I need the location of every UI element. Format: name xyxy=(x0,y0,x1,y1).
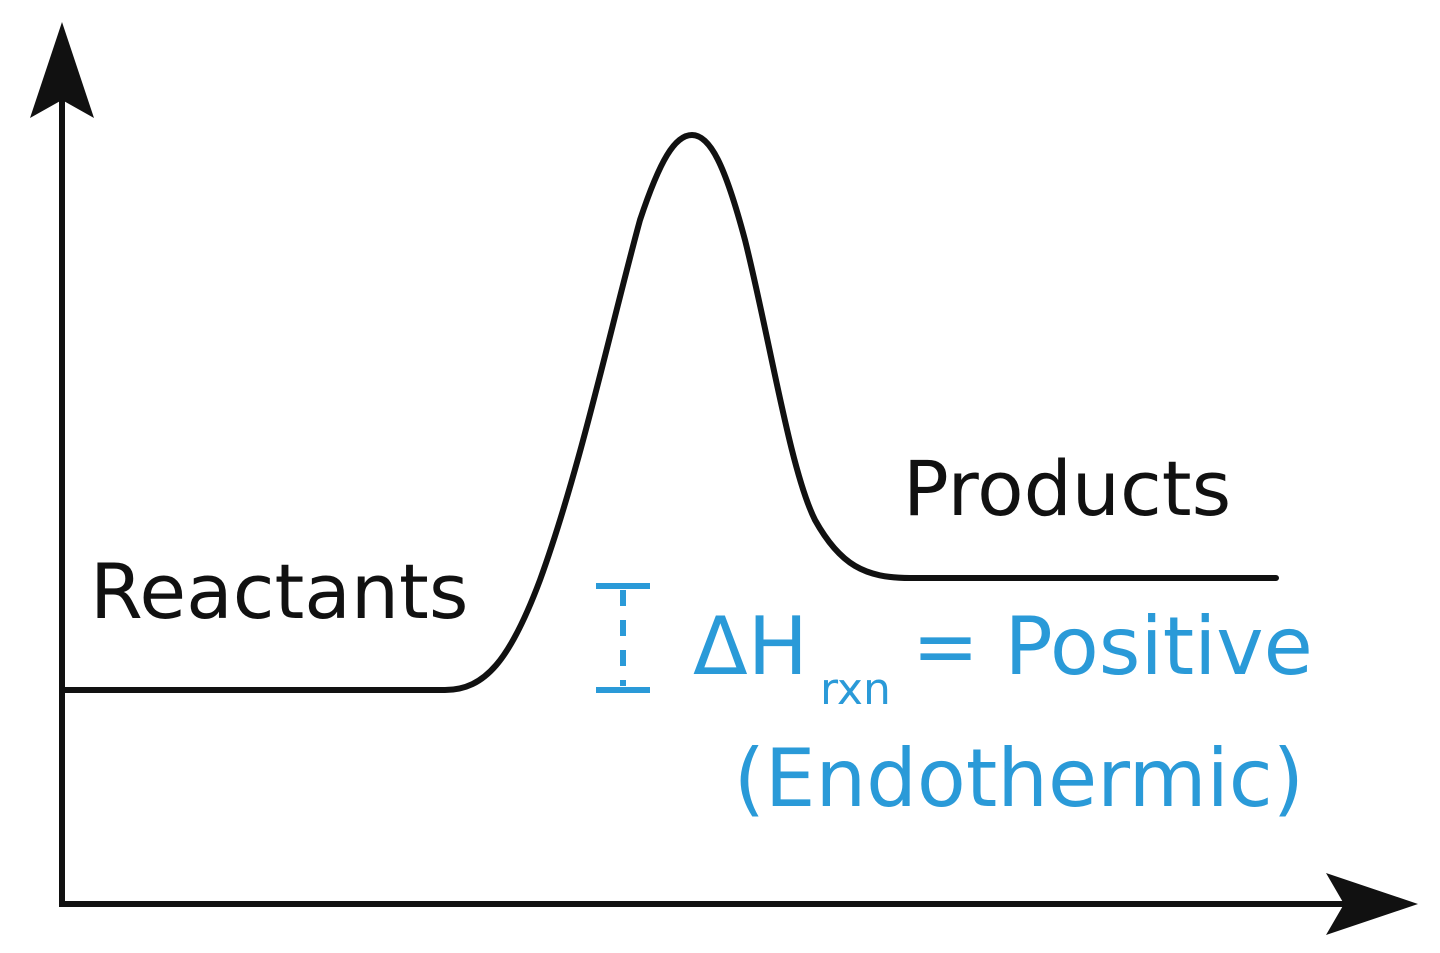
x-axis-arrowhead xyxy=(1326,873,1418,935)
axes xyxy=(30,22,1418,935)
products-label: Products xyxy=(903,444,1231,533)
delta-h-symbol: ΔH xyxy=(693,600,808,693)
y-axis-arrowhead xyxy=(30,22,94,118)
reactants-label: Reactants xyxy=(90,547,468,636)
delta-h-subscript: rxn xyxy=(820,664,891,715)
endothermic-note: (Endothermic) xyxy=(734,732,1304,825)
energy-curve xyxy=(62,132,1279,693)
delta-h-equals-positive: = Positive xyxy=(912,600,1313,693)
delta-h-marker xyxy=(596,583,650,693)
